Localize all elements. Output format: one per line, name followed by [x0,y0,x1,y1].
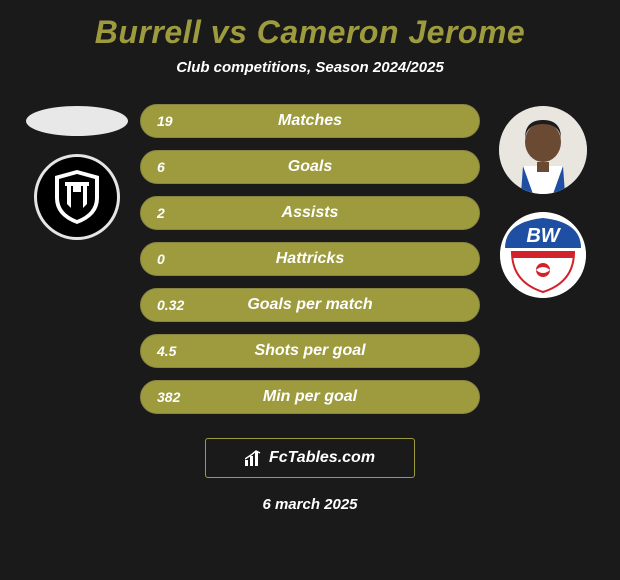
page-title: Burrell vs Cameron Jerome [95,14,525,51]
stat-label: Shots per goal [213,342,407,360]
stat-label: Matches [213,112,407,130]
stat-value-left: 6 [141,159,213,175]
club-crest-icon: BW [500,212,586,298]
stat-row: 19 Matches [140,104,480,138]
infographic-container: Burrell vs Cameron Jerome Club competiti… [0,0,620,580]
stat-value-left: 2 [141,205,213,221]
subtitle: Club competitions, Season 2024/2025 [176,59,444,76]
stat-row: 6 Goals [140,150,480,184]
stat-label: Goals [213,158,407,176]
stat-label: Min per goal [213,388,407,406]
club-badge-right: BW [500,212,586,298]
stat-value-left: 0 [141,251,213,267]
footer-attribution: FcTables.com [205,438,415,478]
stat-row: 0.32 Goals per match [140,288,480,322]
stat-row: 0 Hattricks [140,242,480,276]
stat-label: Assists [213,204,407,222]
date-label: 6 march 2025 [262,496,357,513]
stat-value-left: 382 [141,389,213,405]
left-column [22,104,132,240]
stats-column: 19 Matches 6 Goals 2 Assists 0 Hattricks… [140,104,480,414]
person-icon [499,106,587,194]
svg-text:BW: BW [526,225,561,247]
stat-row: 4.5 Shots per goal [140,334,480,368]
right-column: BW [488,104,598,298]
stat-row: 2 Assists [140,196,480,230]
stat-value-left: 4.5 [141,343,213,359]
shield-icon [51,168,103,226]
bar-chart-icon [245,450,263,466]
stat-value-left: 19 [141,113,213,129]
footer-label: FcTables.com [269,449,375,467]
stat-row: 382 Min per goal [140,380,480,414]
player-avatar-left-placeholder [26,106,128,136]
stat-value-left: 0.32 [141,297,213,313]
club-badge-left [34,154,120,240]
stat-label: Hattricks [213,250,407,268]
stat-label: Goals per match [213,296,407,314]
player-avatar-right [499,106,587,194]
main-area: 19 Matches 6 Goals 2 Assists 0 Hattricks… [0,104,620,414]
